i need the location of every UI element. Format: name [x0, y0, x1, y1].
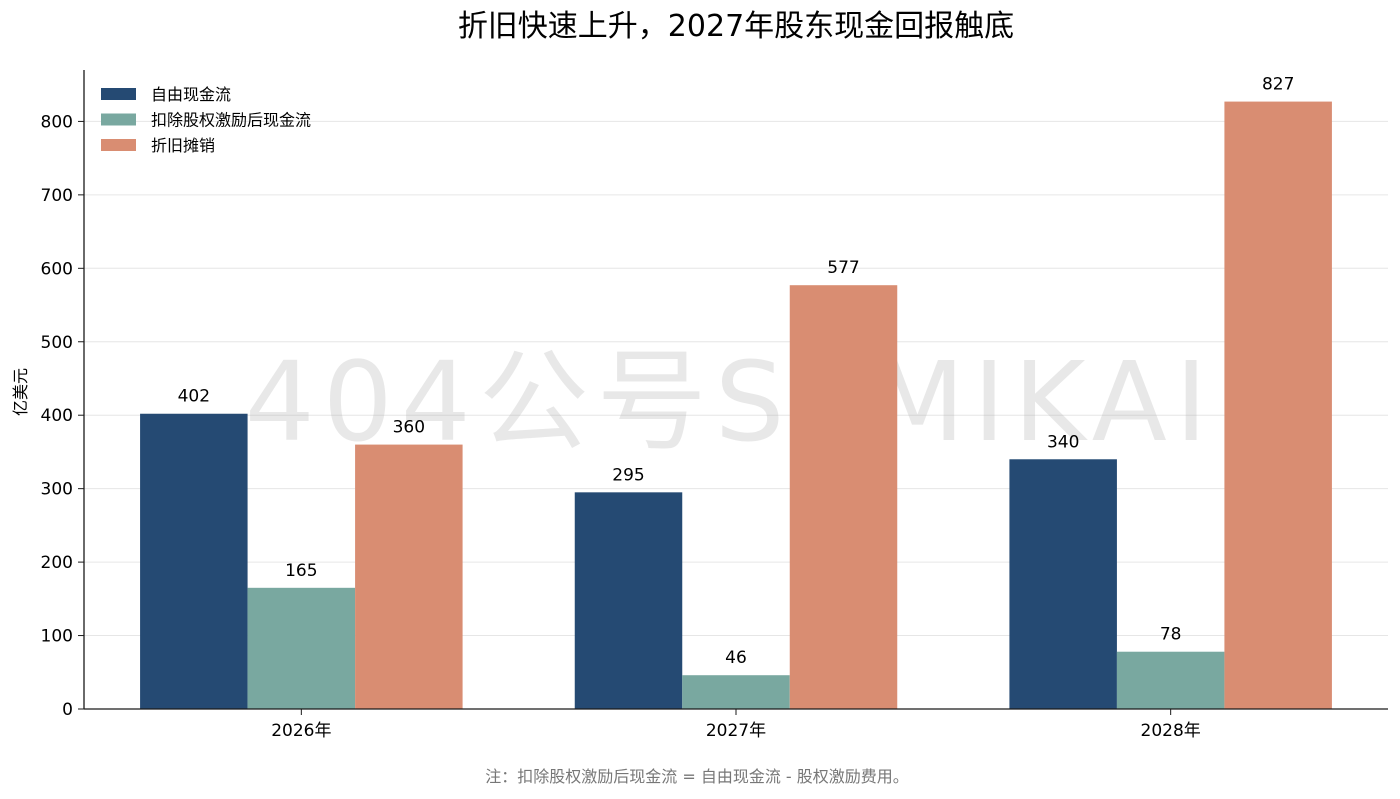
- data-label: 577: [827, 258, 859, 278]
- legend-swatch: [101, 113, 136, 126]
- bar: [247, 587, 356, 709]
- bar: [355, 444, 463, 709]
- legend-label: 自由现金流: [151, 85, 231, 104]
- y-tick-label: 400: [41, 406, 73, 426]
- data-label: 360: [393, 418, 425, 438]
- data-label: 340: [1047, 432, 1079, 452]
- y-tick-label: 200: [41, 553, 73, 573]
- x-tick-label: 2026年: [271, 721, 331, 741]
- y-tick-label: 0: [62, 700, 73, 720]
- bar: [140, 413, 248, 709]
- bar: [682, 675, 790, 709]
- data-label: 46: [725, 648, 747, 668]
- y-tick-label: 800: [41, 112, 73, 132]
- bar: [574, 492, 683, 709]
- footnote: 注：扣除股权激励后现金流 = 自由现金流 - 股权激励费用。: [485, 767, 909, 786]
- y-tick-label: 300: [41, 480, 73, 500]
- legend-label: 扣除股权激励后现金流: [151, 111, 311, 130]
- y-tick-label: 700: [41, 186, 73, 206]
- x-axis-ticks: 2026年 2027年 2028年: [271, 709, 1201, 741]
- legend-swatch: [101, 88, 136, 100]
- bar: [1224, 101, 1332, 709]
- legend-label: 折旧摊销: [151, 136, 215, 155]
- bar: [1116, 651, 1225, 709]
- gridlines: [84, 120, 1388, 637]
- bar: [1009, 459, 1117, 709]
- y-tick-label: 500: [41, 333, 73, 353]
- data-labels: 402 165 360 295 46 577 340 78 827: [178, 75, 1295, 669]
- data-label: 827: [1262, 75, 1294, 95]
- y-tick-label: 600: [41, 259, 73, 279]
- data-label: 402: [178, 387, 210, 407]
- axes: [83, 70, 1388, 710]
- y-axis-label: 亿美元: [11, 368, 30, 416]
- chart-title: 折旧快速上升，2027年股东现金回报触底: [458, 9, 1014, 44]
- bars: [140, 101, 1332, 709]
- data-label: 78: [1160, 625, 1182, 645]
- bar: [789, 285, 898, 709]
- data-label: 295: [612, 465, 644, 485]
- x-tick-label: 2027年: [706, 721, 766, 741]
- y-axis-ticks: 0 100 200 300 400 500 600 700 800: [41, 112, 84, 720]
- y-tick-label: 100: [41, 627, 73, 647]
- x-tick-label: 2028年: [1141, 721, 1201, 741]
- data-label: 165: [285, 561, 317, 581]
- legend-swatch: [101, 139, 136, 151]
